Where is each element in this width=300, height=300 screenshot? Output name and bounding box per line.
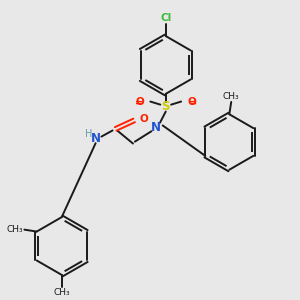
Text: N: N [91,132,100,145]
Text: O: O [139,113,148,124]
Text: N: N [151,121,161,134]
Text: =: = [189,98,197,108]
Text: O: O [187,97,196,106]
Text: CH₃: CH₃ [7,225,23,234]
Text: S: S [161,100,170,113]
Text: CH₃: CH₃ [223,92,239,101]
Text: H: H [85,129,92,139]
Text: O: O [135,97,144,106]
Text: CH₃: CH₃ [53,288,70,297]
Text: =: = [135,98,143,108]
Text: Cl: Cl [160,13,171,22]
